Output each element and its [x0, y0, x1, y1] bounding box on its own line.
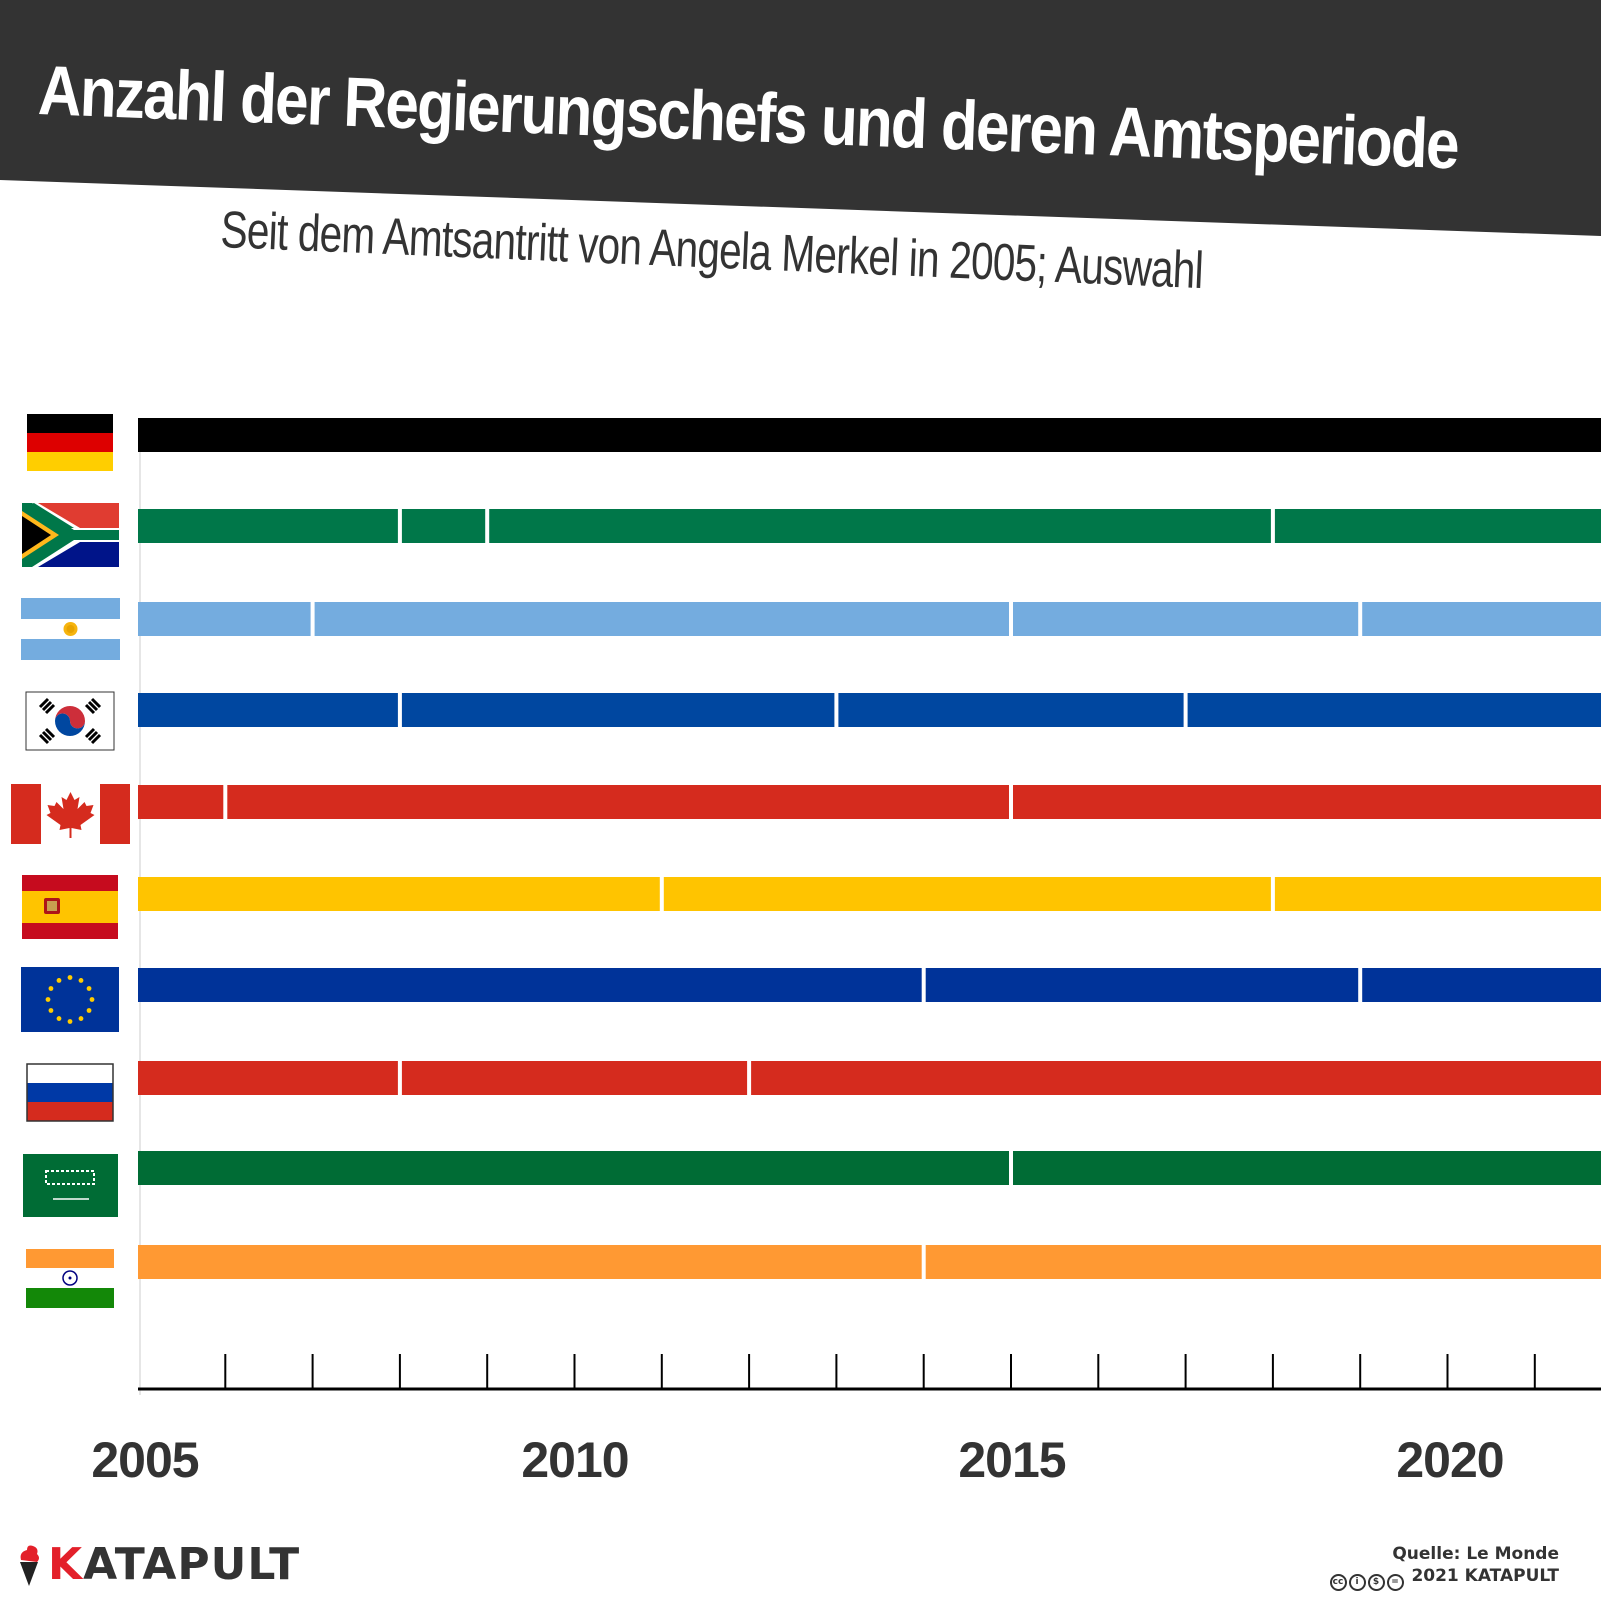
term-bar-saudi-arabia-2: [1013, 1151, 1601, 1185]
term-bar-south-korea-4: [1187, 693, 1601, 727]
copyright-text: 2021 KATAPULT: [1411, 1566, 1559, 1586]
south-korea-flag-icon: [25, 691, 115, 751]
eu-star-icon: [89, 997, 95, 1002]
term-bar-canada-3: [1013, 785, 1601, 819]
bar-row-argentina: [138, 602, 1601, 636]
saudi-arabia-flag-icon: [23, 1154, 118, 1217]
logo-k: K: [48, 1539, 84, 1590]
term-bar-south-africa-2: [401, 509, 486, 543]
nd-icon: =: [1386, 1574, 1404, 1591]
germany-flag-icon: [27, 414, 113, 471]
term-bar-canada-1: [138, 785, 224, 819]
cc-icon: cc: [1329, 1574, 1347, 1591]
katapult-logo: KATAPULT: [16, 1540, 300, 1590]
term-bar-south-africa-1: [138, 509, 398, 543]
x-axis-ticks: [224, 1354, 1536, 1389]
term-bar-russia-2: [401, 1061, 748, 1095]
canada-flag-icon: [11, 784, 130, 844]
eu-star-icon: [48, 1008, 54, 1013]
term-bar-russia-3: [751, 1061, 1601, 1095]
eu-star-icon: [78, 1016, 84, 1021]
eu-star-icon: [86, 1008, 92, 1013]
bar-row-south-korea: [138, 693, 1601, 727]
tick-label-2020: 2020: [1396, 1432, 1503, 1488]
title-banner: [0, 0, 1601, 236]
term-bar-germany-1: [138, 418, 1601, 452]
logo-rest: ATAPULT: [83, 1539, 301, 1590]
eu-star-icon: [48, 986, 54, 991]
term-bar-south-korea-1: [138, 693, 398, 727]
bar-row-saudi-arabia: [138, 1151, 1601, 1185]
south-africa-flag-icon: [22, 503, 119, 567]
bar-row-eu: [138, 968, 1601, 1002]
term-bar-argentina-3: [1013, 602, 1359, 636]
eu-star-icon: [86, 986, 92, 991]
eu-star-icon: [67, 1019, 73, 1024]
term-bar-spain-3: [1274, 877, 1601, 911]
tick-label-2010: 2010: [521, 1432, 628, 1488]
flags-column: [11, 414, 130, 1308]
x-axis-tick-labels: 2005 2010 2015 2020: [91, 1432, 1504, 1488]
eu-star-icon: [56, 978, 62, 983]
term-bar-argentina-2: [314, 602, 1010, 636]
source-note: Quelle: Le Monde cc i $ = 2021 KATAPULT: [1329, 1543, 1559, 1591]
source-text: Quelle: Le Monde: [1392, 1544, 1559, 1564]
term-bar-south-korea-2: [401, 693, 835, 727]
term-bar-argentina-4: [1362, 602, 1601, 636]
argentina-flag-icon: [21, 598, 120, 660]
bars-group: [138, 418, 1601, 1279]
eu-star-icon: [78, 978, 84, 983]
by-icon: i: [1348, 1574, 1366, 1591]
term-bar-south-korea-3: [838, 693, 1184, 727]
eu-star-icon: [45, 997, 51, 1002]
term-bar-india-1: [138, 1245, 922, 1279]
russia-flag-icon: [26, 1063, 114, 1122]
term-bar-saudi-arabia-1: [138, 1151, 1009, 1185]
bar-row-russia: [138, 1061, 1601, 1095]
tick-label-2015: 2015: [958, 1432, 1065, 1488]
tick-label-2005: 2005: [91, 1432, 198, 1488]
license-line: cc i $ = 2021 KATAPULT: [1329, 1565, 1559, 1591]
term-bar-eu-1: [138, 968, 922, 1002]
timeline-chart: 2005 2010 2015 2020: [11, 414, 1601, 1488]
term-bar-spain-2: [663, 877, 1271, 911]
title-banner-shape: [0, 0, 1601, 236]
term-bar-argentina-1: [138, 602, 311, 636]
bar-row-canada: [138, 785, 1601, 819]
term-bar-eu-2: [925, 968, 1359, 1002]
nc-icon: $: [1367, 1574, 1385, 1591]
eu-flag-icon: [21, 967, 119, 1032]
bar-row-germany: [138, 418, 1601, 452]
term-bar-canada-2: [227, 785, 1010, 819]
eu-star-icon: [67, 975, 73, 980]
term-bar-spain-1: [138, 877, 660, 911]
india-flag-icon: [26, 1249, 114, 1308]
term-bar-south-africa-4: [1274, 509, 1601, 543]
eu-star-icon: [56, 1016, 62, 1021]
bar-row-spain: [138, 877, 1601, 911]
x-axis: 2005 2010 2015 2020: [91, 1354, 1601, 1488]
bar-row-south-africa: [138, 509, 1601, 543]
term-bar-south-africa-3: [489, 509, 1271, 543]
ice-cream-icon: [20, 1545, 39, 1586]
bar-row-india: [138, 1245, 1601, 1279]
term-bar-russia-1: [138, 1061, 398, 1095]
term-bar-india-2: [925, 1245, 1601, 1279]
spain-flag-icon: [22, 875, 118, 939]
term-bar-eu-3: [1362, 968, 1601, 1002]
